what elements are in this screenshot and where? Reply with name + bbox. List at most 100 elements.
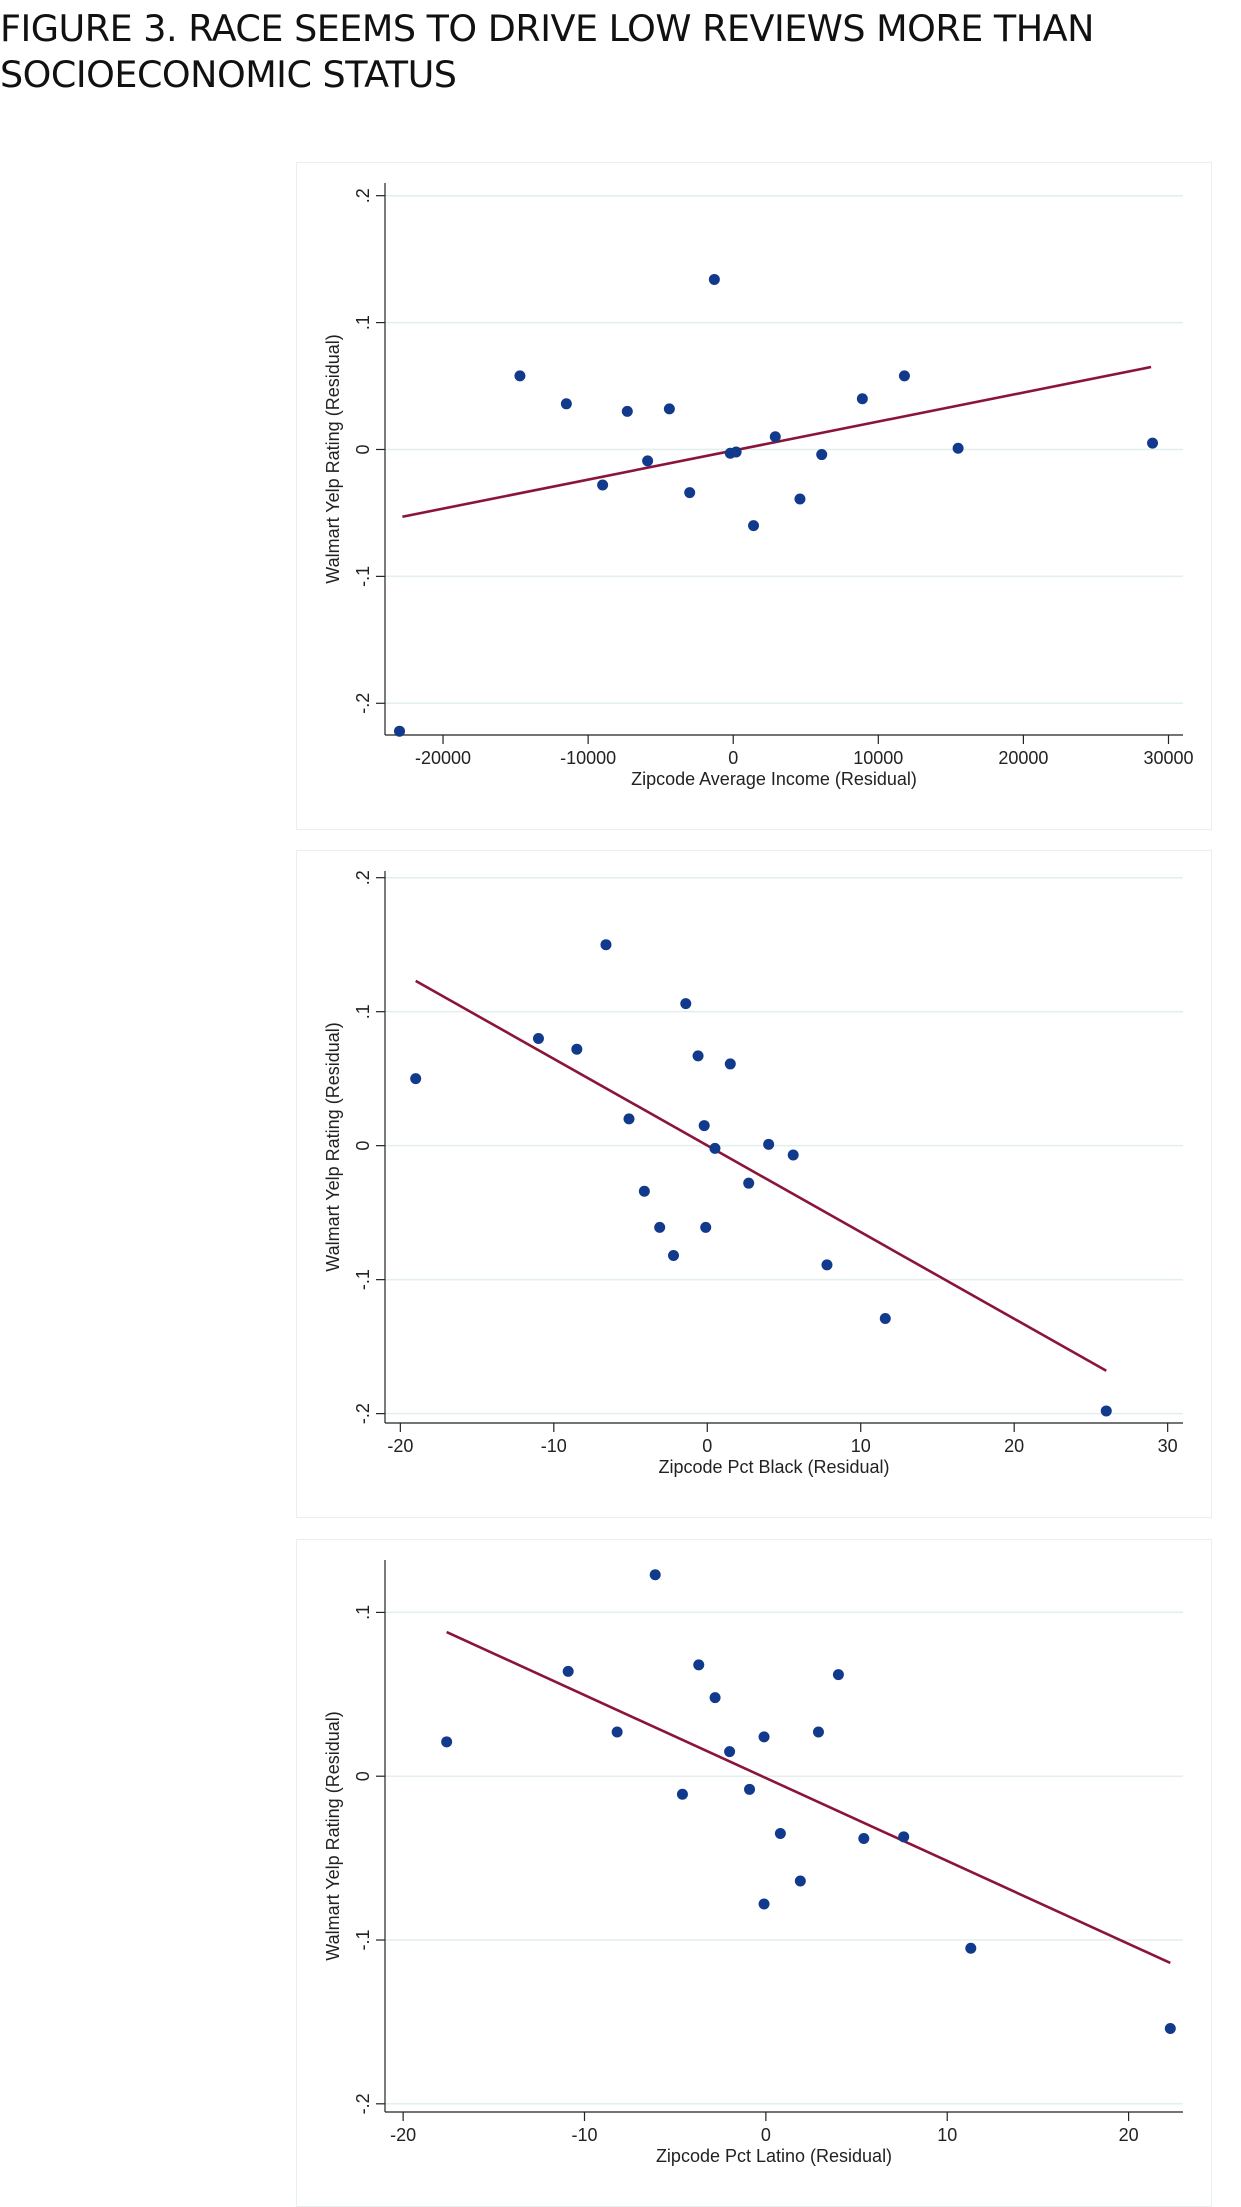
fit-line: [415, 979, 1107, 1372]
data-point: [514, 370, 526, 382]
data-point: [693, 1659, 705, 1671]
x-tick-label: 10: [851, 1436, 871, 1456]
x-tick-label: -20: [387, 1436, 413, 1456]
data-point: [898, 370, 910, 382]
data-point: [600, 939, 612, 951]
data-point: [663, 403, 675, 415]
fit-line: [446, 1630, 1171, 1965]
x-tick-label: 0: [702, 1436, 712, 1456]
data-point: [1147, 437, 1159, 449]
y-tick-label: .1: [353, 1605, 373, 1620]
scatter-chart-1: -.2 -.1 0 .1 .2 -20000 -10000 0 10000 20000 30000 Z…: [323, 183, 1194, 789]
data-point: [623, 1113, 635, 1125]
data-point: [724, 1058, 736, 1070]
data-point: [654, 1221, 666, 1233]
data-point: [668, 1250, 680, 1262]
figure-title-line-1: FIGURE 3. RACE SEEMS TO DRIVE LOW REVIEW…: [0, 7, 1094, 50]
data-point: [724, 1746, 736, 1758]
y-tick-label: 0: [353, 444, 373, 454]
scatter-chart-2: -.2 -.1 0 .1 .2 -20 -10 0 10 20 30 Zipcode Pct Blac…: [323, 870, 1183, 1477]
pct-black-scatter-panel: -.2 -.1 0 .1 .2 -20 -10 0 10 20 30 Zipcode Pct Blac…: [296, 850, 1212, 1518]
data-point: [1100, 1405, 1112, 1417]
x-tick-label: 10000: [853, 748, 903, 768]
x-axis-title: Zipcode Average Income (Residual): [631, 769, 917, 789]
x-tick-label: -10000: [560, 748, 616, 768]
data-point: [744, 1783, 756, 1795]
scatter-chart-3: -.2 -.1 0 .1 -20 -10 0 10 20 Zipcode Pct Latino (…: [323, 1560, 1183, 2166]
x-axis-title: Zipcode Pct Latino (Residual): [656, 2146, 892, 2166]
data-point: [621, 405, 633, 417]
x-tick-label: 20: [1004, 1436, 1024, 1456]
x-tick-label: 10: [937, 2125, 957, 2145]
x-tick-label: -10: [571, 2125, 597, 2145]
x-tick-label: 20000: [998, 748, 1048, 768]
x-tick-label: 30: [1158, 1436, 1178, 1456]
y-axis-title: Walmart Yelp Rating (Residual): [323, 334, 343, 583]
data-point: [879, 1312, 891, 1324]
data-point: [774, 1828, 786, 1840]
data-point: [748, 520, 760, 532]
x-tick-label: 0: [728, 748, 738, 768]
x-tick-label: 30000: [1143, 748, 1193, 768]
data-point: [698, 1120, 710, 1132]
data-point: [684, 487, 696, 499]
data-point: [692, 1050, 704, 1062]
x-tick-label: 0: [761, 2125, 771, 2145]
data-point: [787, 1149, 799, 1161]
data-point: [898, 1831, 910, 1843]
data-point: [858, 1832, 870, 1844]
income-scatter-panel: -.2 -.1 0 .1 .2 -20000 -10000 0 10000 20000 30000 Z…: [296, 162, 1212, 830]
data-point: [597, 479, 609, 491]
data-point: [730, 446, 742, 458]
data-point: [571, 1043, 583, 1055]
figure-title-line-2: SOCIOECONOMIC STATUS: [0, 53, 457, 96]
x-axis-title: Zipcode Pct Black (Residual): [658, 1457, 889, 1477]
data-point: [560, 398, 572, 410]
figure-title: FIGURE 3. RACE SEEMS TO DRIVE LOW REVIEW…: [0, 6, 1241, 98]
data-point: [769, 431, 781, 443]
data-point: [952, 442, 964, 454]
data-point: [562, 1665, 574, 1677]
y-tick-label: 0: [353, 1771, 373, 1781]
data-point: [743, 1177, 755, 1189]
y-tick-label: .1: [353, 315, 373, 330]
data-point: [763, 1138, 775, 1150]
data-point: [700, 1221, 712, 1233]
y-tick-label: .1: [353, 1004, 373, 1019]
y-tick-label: .2: [353, 870, 373, 885]
pct-latino-scatter-panel: -.2 -.1 0 .1 -20 -10 0 10 20 Zipcode Pct Latino (…: [296, 1539, 1212, 2207]
data-point: [812, 1726, 824, 1738]
x-tick-label: -20: [390, 2125, 416, 2145]
y-axis-title: Walmart Yelp Rating (Residual): [323, 1711, 343, 1960]
y-tick-label: -.2: [353, 2093, 373, 2114]
data-point: [709, 1692, 721, 1704]
data-point: [758, 1731, 770, 1743]
data-point: [832, 1669, 844, 1681]
data-point: [680, 998, 692, 1010]
y-tick-label: -.1: [353, 1930, 373, 1951]
y-tick-label: -.2: [353, 693, 373, 714]
data-point: [816, 449, 828, 461]
data-point: [708, 273, 720, 285]
y-tick-label: -.1: [353, 566, 373, 587]
data-point: [532, 1032, 544, 1044]
data-point: [709, 1142, 721, 1154]
data-point: [410, 1073, 422, 1085]
data-point: [638, 1185, 650, 1197]
y-tick-label: -.1: [353, 1269, 373, 1290]
y-tick-label: 0: [353, 1141, 373, 1151]
y-tick-label: -.2: [353, 1403, 373, 1424]
data-point: [676, 1788, 688, 1800]
data-point: [441, 1736, 453, 1748]
x-tick-label: -10: [541, 1436, 567, 1456]
data-point: [856, 393, 868, 405]
data-point: [1164, 2022, 1176, 2034]
data-point: [794, 1875, 806, 1887]
data-point: [758, 1898, 770, 1910]
data-point: [794, 493, 806, 505]
x-tick-label: -20000: [415, 748, 471, 768]
x-tick-label: 20: [1119, 2125, 1139, 2145]
data-point: [649, 1569, 661, 1581]
data-point: [965, 1942, 977, 1954]
data-point: [642, 455, 654, 467]
